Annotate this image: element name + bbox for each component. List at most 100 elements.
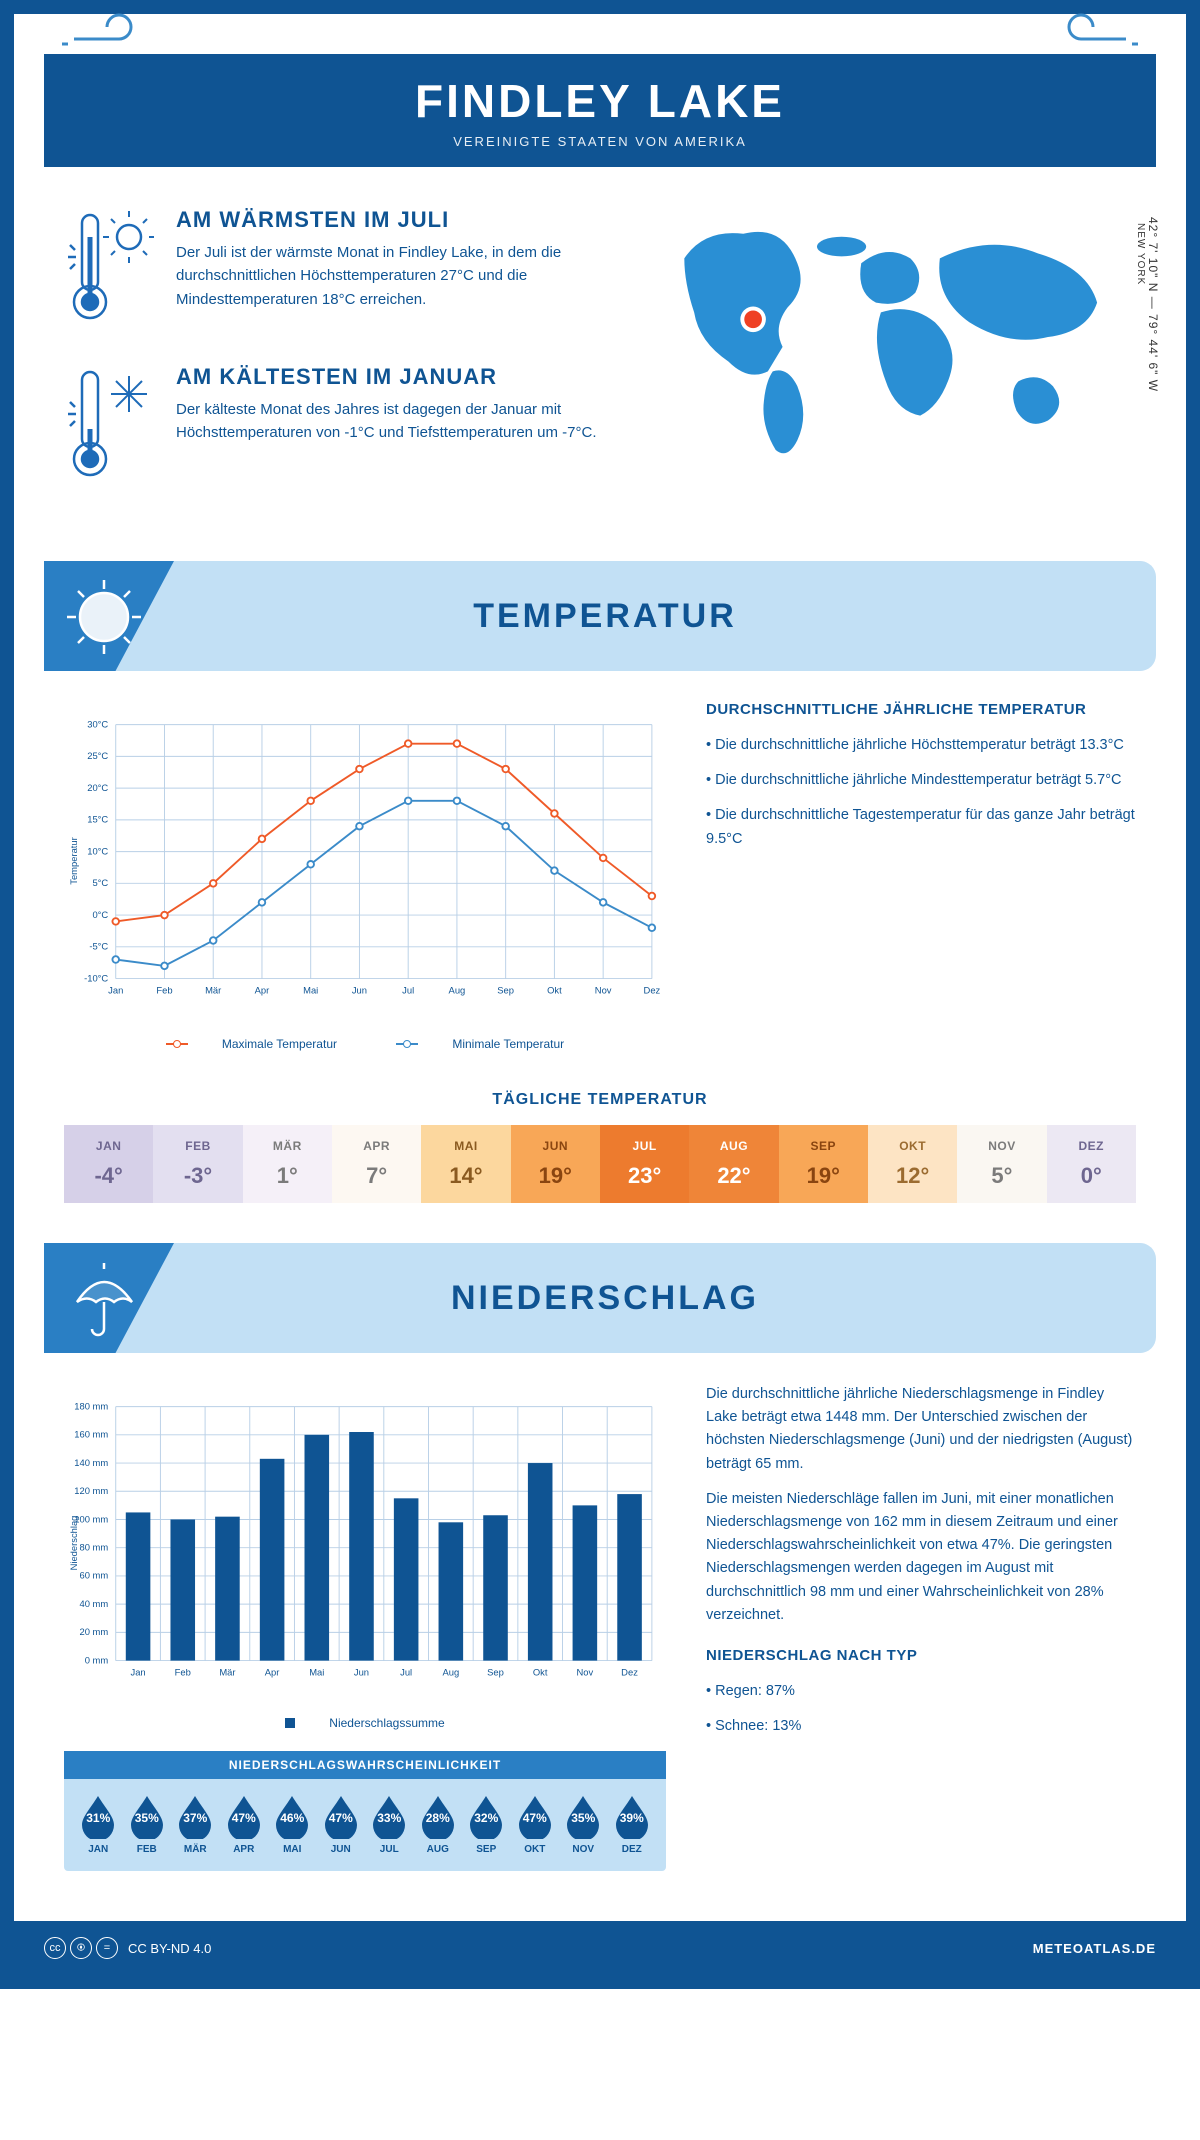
svg-text:15°C: 15°C xyxy=(87,814,108,825)
temperature-summary: DURCHSCHNITTLICHE JÄHRLICHE TEMPERATUR D… xyxy=(706,701,1136,1051)
precip-type-title: NIEDERSCHLAG NACH TYP xyxy=(706,1647,1136,1664)
svg-text:Mai: Mai xyxy=(303,985,318,996)
svg-text:20°C: 20°C xyxy=(87,782,108,793)
svg-text:60 mm: 60 mm xyxy=(80,1570,109,1581)
temperature-banner: TEMPERATUR xyxy=(44,561,1156,671)
precip-para-2: Die meisten Niederschläge fallen im Juni… xyxy=(706,1488,1136,1627)
svg-text:Mär: Mär xyxy=(219,1667,235,1678)
svg-text:Jul: Jul xyxy=(400,1667,412,1678)
prob-cell: 39%DEZ xyxy=(608,1793,657,1855)
svg-text:Okt: Okt xyxy=(547,985,562,996)
svg-text:Niederschlag: Niederschlag xyxy=(68,1516,79,1571)
title-banner: FINDLEY LAKE VEREINIGTE STAATEN VON AMER… xyxy=(44,54,1156,167)
prob-cell: 35%FEB xyxy=(123,1793,172,1855)
location-title: FINDLEY LAKE xyxy=(44,74,1156,128)
svg-text:10°C: 10°C xyxy=(87,845,108,856)
daily-temp-cell: JUL23° xyxy=(600,1125,689,1203)
svg-text:Jul: Jul xyxy=(402,985,414,996)
temp-side-title: DURCHSCHNITTLICHE JÄHRLICHE TEMPERATUR xyxy=(706,701,1136,718)
infographic-page: FINDLEY LAKE VEREINIGTE STAATEN VON AMER… xyxy=(0,0,1200,1989)
svg-text:Dez: Dez xyxy=(644,985,661,996)
svg-text:30°C: 30°C xyxy=(87,718,108,729)
svg-text:Sep: Sep xyxy=(487,1667,504,1678)
daily-temp-cell: MAI14° xyxy=(421,1125,510,1203)
prob-cell: 33%JUL xyxy=(365,1793,414,1855)
svg-text:Dez: Dez xyxy=(621,1667,638,1678)
temperature-facts: AM WÄRMSTEN IM JULI Der Juli ist der wär… xyxy=(64,207,605,521)
prob-cell: 46%MAI xyxy=(268,1793,317,1855)
svg-text:Apr: Apr xyxy=(255,985,270,996)
daily-temp-cell: JUN19° xyxy=(511,1125,600,1203)
precipitation-chart-row: 0 mm20 mm40 mm60 mm80 mm100 mm120 mm140 … xyxy=(14,1353,1186,1911)
precipitation-summary: Die durchschnittliche jährliche Niedersc… xyxy=(706,1383,1136,1871)
prob-cell: 47%OKT xyxy=(511,1793,560,1855)
svg-text:100 mm: 100 mm xyxy=(74,1513,108,1524)
svg-text:Jan: Jan xyxy=(131,1667,146,1678)
svg-text:5°C: 5°C xyxy=(92,877,108,888)
svg-text:Feb: Feb xyxy=(175,1667,191,1678)
daily-temp-cell: JAN-4° xyxy=(64,1125,153,1203)
precipitation-probability-box: NIEDERSCHLAGSWAHRSCHEINLICHKEIT 31%JAN35… xyxy=(64,1751,666,1871)
cc-license-icons: cc🅯= xyxy=(44,1937,118,1959)
footer: cc🅯= CC BY-ND 4.0 METEOATLAS.DE xyxy=(14,1921,1186,1975)
location-subtitle: VEREINIGTE STAATEN VON AMERIKA xyxy=(44,134,1156,149)
svg-text:-10°C: -10°C xyxy=(84,972,108,983)
umbrella-icon xyxy=(62,1257,147,1342)
daily-temp-cell: AUG22° xyxy=(689,1125,778,1203)
precipitation-legend: Niederschlagssumme xyxy=(64,1716,666,1731)
top-section: AM WÄRMSTEN IM JULI Der Juli ist der wär… xyxy=(14,167,1186,551)
svg-text:Feb: Feb xyxy=(156,985,172,996)
temp-bullet: Die durchschnittliche Tagestemperatur fü… xyxy=(706,804,1136,850)
thermometer-hot-icon xyxy=(64,207,154,332)
daily-temp-title: TÄGLICHE TEMPERATUR xyxy=(14,1091,1186,1109)
prob-cell: 47%APR xyxy=(220,1793,269,1855)
prob-cell: 37%MÄR xyxy=(171,1793,220,1855)
warmest-text: Der Juli ist der wärmste Monat in Findle… xyxy=(176,241,605,311)
precipitation-banner: NIEDERSCHLAG xyxy=(44,1243,1156,1353)
svg-text:Jun: Jun xyxy=(352,985,367,996)
coldest-text: Der kälteste Monat des Jahres ist dagege… xyxy=(176,398,605,445)
svg-text:Aug: Aug xyxy=(449,985,466,996)
location-marker-icon xyxy=(744,310,762,328)
svg-text:Nov: Nov xyxy=(595,985,612,996)
svg-text:160 mm: 160 mm xyxy=(74,1429,108,1440)
daily-temp-cell: SEP19° xyxy=(779,1125,868,1203)
svg-text:Nov: Nov xyxy=(577,1667,594,1678)
svg-text:Jan: Jan xyxy=(108,985,123,996)
temperature-legend: Maximale Temperatur Minimale Temperatur xyxy=(64,1034,666,1051)
prob-cell: 31%JAN xyxy=(74,1793,123,1855)
temp-bullet: Die durchschnittliche jährliche Höchstte… xyxy=(706,734,1136,757)
daily-temp-cell: DEZ0° xyxy=(1047,1125,1136,1203)
svg-text:40 mm: 40 mm xyxy=(80,1598,109,1609)
svg-text:Aug: Aug xyxy=(442,1667,459,1678)
daily-temp-cell: FEB-3° xyxy=(153,1125,242,1203)
svg-text:20 mm: 20 mm xyxy=(80,1626,109,1637)
precipitation-bar-chart: 0 mm20 mm40 mm60 mm80 mm100 mm120 mm140 … xyxy=(64,1383,666,1871)
thermometer-cold-icon xyxy=(64,364,154,489)
svg-text:Apr: Apr xyxy=(265,1667,280,1678)
prob-cell: 47%JUN xyxy=(317,1793,366,1855)
temperature-chart-row: -10°C-5°C0°C5°C10°C15°C20°C25°C30°CJanFe… xyxy=(14,671,1186,1061)
svg-text:Mai: Mai xyxy=(309,1667,324,1678)
daily-temp-grid: JAN-4°FEB-3°MÄR1°APR7°MAI14°JUN19°JUL23°… xyxy=(64,1125,1136,1203)
precip-para-1: Die durchschnittliche jährliche Niedersc… xyxy=(706,1383,1136,1476)
coordinates: 42° 7' 10" N — 79° 44' 6" W NEW YORK xyxy=(1135,217,1160,392)
temp-bullet: Die durchschnittliche jährliche Mindestt… xyxy=(706,769,1136,792)
prob-title: NIEDERSCHLAGSWAHRSCHEINLICHKEIT xyxy=(64,1751,666,1779)
sun-icon xyxy=(62,575,147,660)
world-map-icon xyxy=(645,207,1136,467)
license-text: CC BY-ND 4.0 xyxy=(128,1941,211,1956)
daily-temp-cell: MÄR1° xyxy=(243,1125,332,1203)
daily-temp-cell: APR7° xyxy=(332,1125,421,1203)
svg-text:0°C: 0°C xyxy=(92,909,108,920)
prob-cell: 35%NOV xyxy=(559,1793,608,1855)
prob-cell: 32%SEP xyxy=(462,1793,511,1855)
precipitation-section-title: NIEDERSCHLAG xyxy=(174,1279,1156,1318)
map-area: 42° 7' 10" N — 79° 44' 6" W NEW YORK xyxy=(645,207,1136,521)
svg-text:25°C: 25°C xyxy=(87,750,108,761)
temperature-section-title: TEMPERATUR xyxy=(174,597,1156,636)
svg-text:Jun: Jun xyxy=(354,1667,369,1678)
svg-text:Temperatur: Temperatur xyxy=(68,837,79,885)
svg-text:140 mm: 140 mm xyxy=(74,1457,108,1468)
svg-text:Sep: Sep xyxy=(497,985,514,996)
